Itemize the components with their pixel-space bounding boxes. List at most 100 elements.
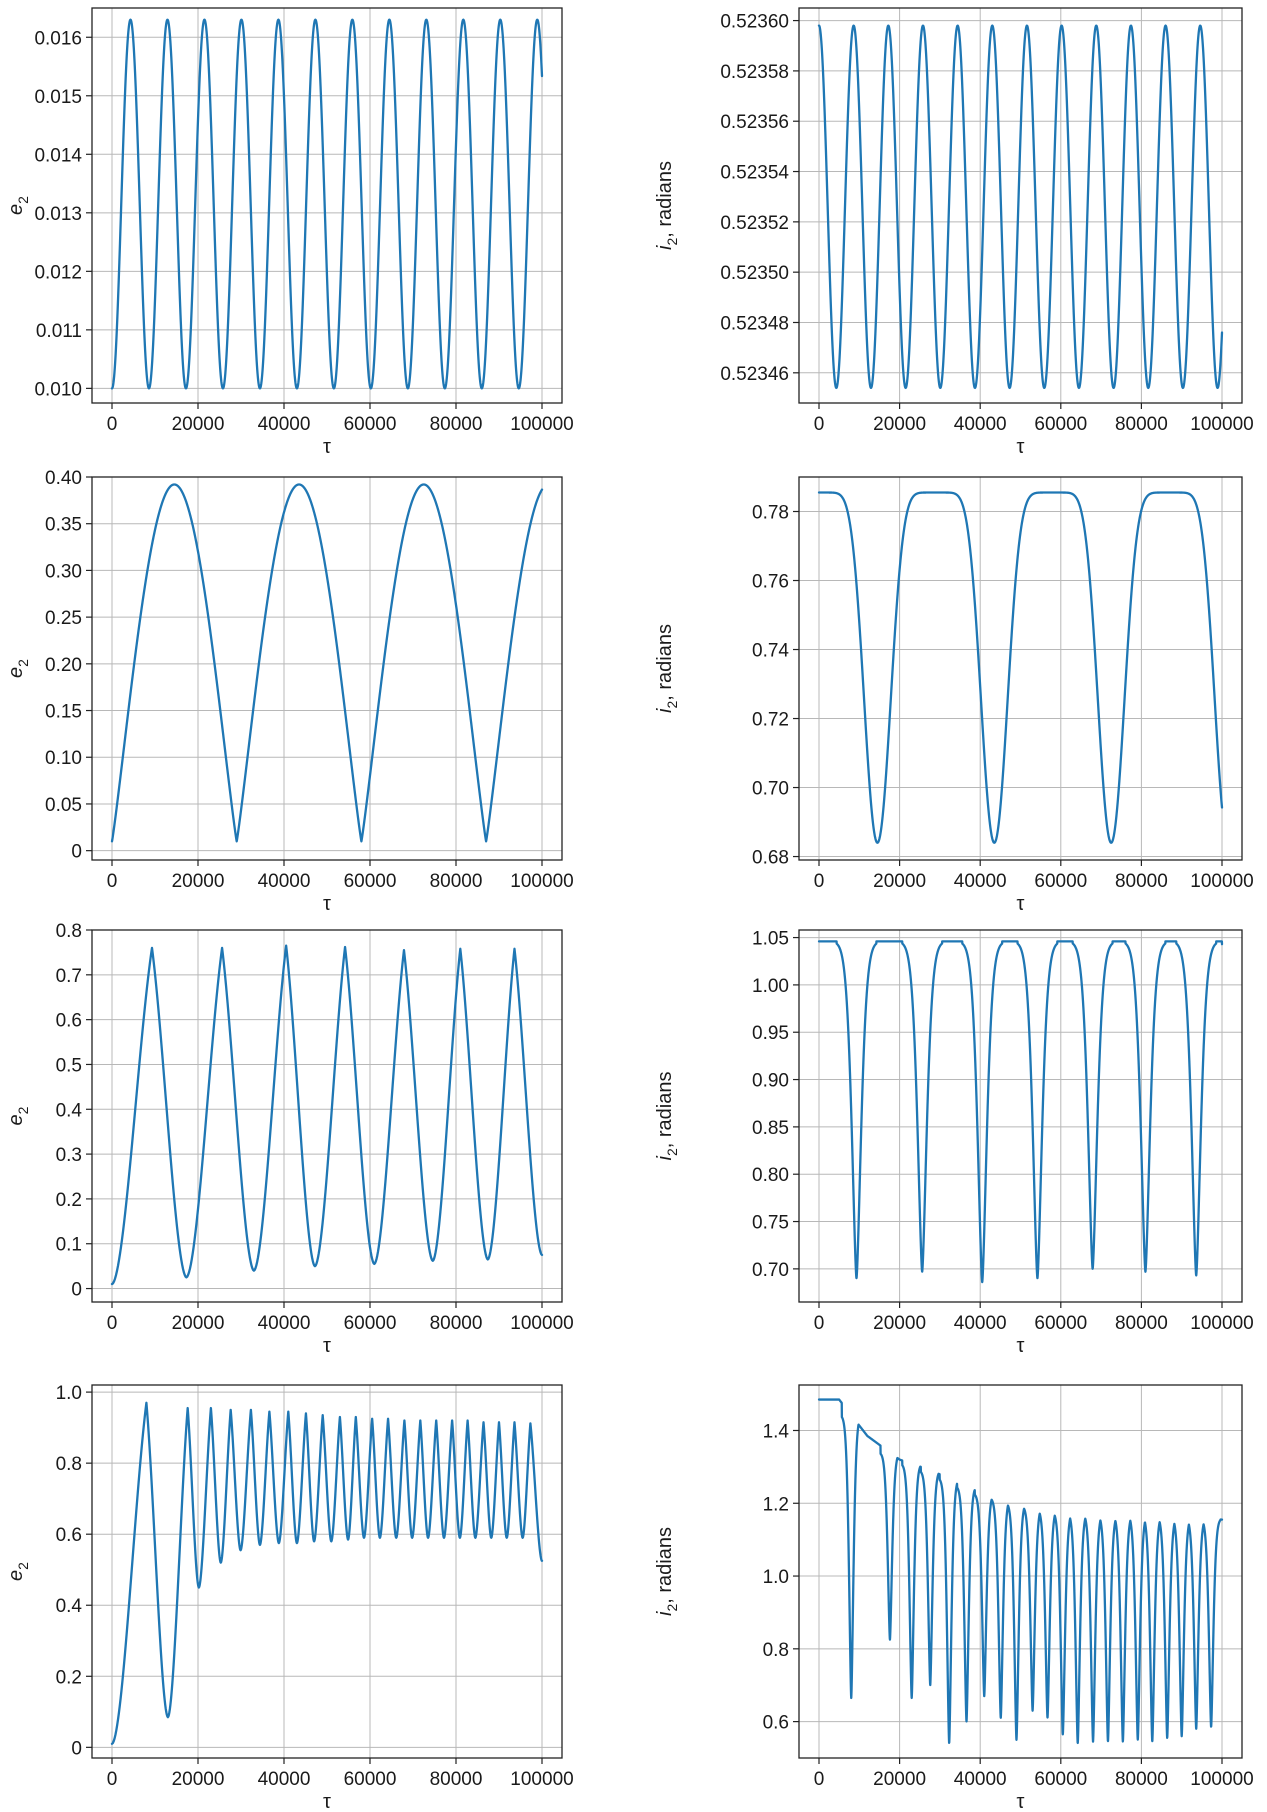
x-tick-label: 40000 — [258, 1769, 311, 1790]
y-axis-label: e2 — [5, 1562, 31, 1581]
y-tick-label: 1.2 — [763, 1494, 789, 1515]
y-tick-label: 0.2 — [56, 1190, 82, 1211]
x-tick-label: 60000 — [1034, 871, 1087, 892]
y-tick-label: 0.6 — [56, 1525, 82, 1546]
panel-r3-i2: 0 20000 40000 60000 80000 100000 0.70 0.75 0.80 0… — [654, 929, 1254, 1357]
y-axis-label-subscript: 2 — [664, 1148, 680, 1156]
y-tick-label: 0.78 — [752, 503, 789, 524]
x-axis-label: τ — [1017, 1791, 1025, 1812]
y-tick-label: 0.52350 — [720, 263, 789, 284]
y-tick-label: 0.5 — [56, 1055, 82, 1076]
y-axis-label-variable: i — [654, 708, 676, 713]
y-axis-label-subscript: 2 — [664, 238, 680, 246]
panel-r2-e2: 0 20000 40000 60000 80000 100000 0 0.05 0.10 0.15… — [5, 468, 574, 915]
axes-frame — [91, 929, 563, 1303]
x-tick-label: 100000 — [510, 871, 573, 892]
x-tick-label: 60000 — [344, 414, 397, 435]
axes-frame — [91, 7, 563, 404]
y-tick-label: 1.0 — [56, 1383, 82, 1404]
y-tick-label: 0.7 — [56, 966, 82, 987]
axes-frame — [91, 1384, 563, 1759]
x-tick-label: 100000 — [1190, 871, 1253, 892]
y-tick-label: 0.72 — [752, 710, 789, 731]
y-axis-label-unit: , radians — [654, 624, 676, 701]
y-axis-label-subscript: 2 — [664, 701, 680, 709]
x-tick-label: 100000 — [1190, 414, 1253, 435]
axes-frame — [798, 1384, 1243, 1759]
x-tick-label: 40000 — [258, 1313, 311, 1334]
y-axis-label-variable: e — [5, 204, 27, 215]
y-axis-label-unit: , radians — [654, 1072, 676, 1149]
x-axis-label: τ — [1017, 1335, 1025, 1357]
y-tick-label: 1.4 — [763, 1421, 790, 1442]
y-axis-label-variable: i — [654, 1155, 676, 1160]
x-tick-label: 0 — [814, 871, 825, 892]
series-line-r4-i2 — [817, 1398, 1224, 1745]
y-axis-label: i2, radians — [654, 1072, 680, 1161]
x-tick-label: 60000 — [344, 1313, 397, 1334]
y-axis-label-unit: , radians — [654, 161, 676, 238]
y-tick-label: 1.0 — [763, 1567, 789, 1588]
x-tick-label: 80000 — [1115, 1769, 1168, 1790]
y-axis-label-subscript: 2 — [15, 1562, 31, 1570]
y-tick-label: 0.40 — [45, 468, 82, 489]
panel-r4-i2: 0 20000 40000 60000 80000 100000 0.6 0.8 1.0 1.2 1… — [654, 1384, 1254, 1812]
x-tick-label: 40000 — [258, 871, 311, 892]
axes-frame — [798, 929, 1243, 1303]
y-axis-label: e2 — [5, 659, 31, 678]
series-line-r1-i2 — [817, 24, 1224, 390]
x-tick-label: 0 — [107, 414, 118, 435]
y-axis-label: i2, radians — [654, 624, 680, 713]
x-tick-label: 80000 — [1115, 871, 1168, 892]
y-tick-label: 0.35 — [45, 515, 82, 536]
panel-r3-e2: 0 20000 40000 60000 80000 100000 0 0.1 0.2 0.3 0.4… — [5, 921, 574, 1357]
panel-r1-e2: 0 20000 40000 60000 80000 100000 0.010 0.011 0.0… — [5, 7, 574, 458]
y-axis-label-unit: , radians — [654, 1527, 676, 1604]
y-tick-label: 0.8 — [56, 921, 82, 942]
x-tick-label: 20000 — [172, 1313, 225, 1334]
x-tick-label: 0 — [107, 1313, 118, 1334]
axes-frame — [91, 476, 563, 861]
y-axis-label-subscript: 2 — [15, 196, 31, 204]
y-axis-label-variable: e — [5, 667, 27, 678]
y-tick-label: 1.05 — [752, 929, 789, 950]
y-tick-label: 0.3 — [56, 1145, 82, 1166]
x-tick-label: 80000 — [1115, 1313, 1168, 1334]
x-tick-label: 40000 — [954, 414, 1007, 435]
x-tick-label: 0 — [107, 871, 118, 892]
y-axis-label: e2 — [5, 196, 31, 215]
y-tick-label: 0.90 — [752, 1071, 789, 1092]
x-tick-label: 40000 — [954, 871, 1007, 892]
x-axis-label: τ — [1017, 893, 1025, 915]
x-tick-label: 60000 — [344, 871, 397, 892]
y-tick-label: 1.00 — [752, 976, 789, 997]
y-tick-label: 0 — [71, 1280, 82, 1301]
y-axis-label-variable: i — [654, 245, 676, 250]
x-tick-label: 0 — [814, 1769, 825, 1790]
x-tick-label: 60000 — [1034, 1313, 1087, 1334]
x-tick-label: 20000 — [873, 1313, 926, 1334]
x-tick-label: 20000 — [172, 414, 225, 435]
series-line-r3-i2 — [817, 940, 1224, 1284]
y-tick-label: 0.52348 — [720, 313, 789, 334]
y-tick-label: 0.25 — [45, 608, 82, 629]
x-tick-label: 0 — [107, 1769, 118, 1790]
y-tick-label: 0.75 — [752, 1213, 789, 1234]
y-axis-label-subscript: 2 — [664, 1604, 680, 1612]
x-axis-label: τ — [323, 1791, 331, 1812]
y-tick-label: 0.70 — [752, 779, 789, 800]
x-axis-label: τ — [323, 1335, 331, 1357]
x-tick-label: 20000 — [873, 1769, 926, 1790]
y-tick-label: 0.010 — [34, 379, 82, 400]
y-tick-label: 0.30 — [45, 561, 82, 582]
y-tick-label: 0.05 — [45, 795, 82, 816]
x-tick-label: 60000 — [344, 1769, 397, 1790]
y-tick-label: 0 — [71, 1738, 82, 1759]
x-tick-label: 100000 — [510, 1313, 573, 1334]
axes-frame — [798, 7, 1243, 404]
y-tick-label: 0.68 — [752, 848, 789, 869]
y-tick-label: 0.2 — [56, 1667, 82, 1688]
y-tick-label: 0.6 — [763, 1713, 789, 1734]
y-tick-label: 0.013 — [34, 204, 82, 225]
